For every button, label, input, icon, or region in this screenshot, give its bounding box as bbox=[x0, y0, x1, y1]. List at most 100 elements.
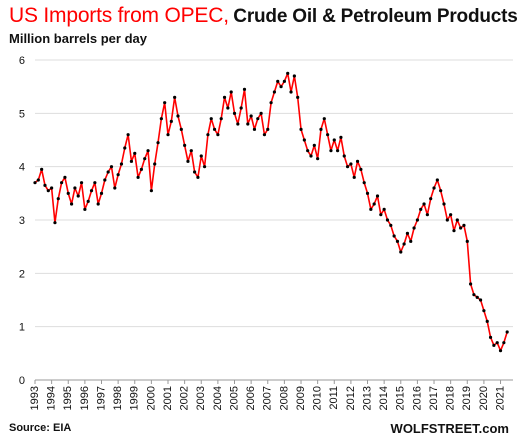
data-point bbox=[286, 71, 290, 75]
data-point bbox=[189, 149, 193, 153]
data-point bbox=[342, 154, 346, 158]
data-point bbox=[262, 133, 267, 137]
x-tick-label: 1995 bbox=[62, 386, 74, 410]
data-point bbox=[209, 117, 213, 121]
data-point bbox=[462, 223, 466, 227]
data-point bbox=[289, 90, 293, 94]
data-point bbox=[422, 202, 426, 206]
data-point bbox=[256, 117, 260, 121]
data-point bbox=[385, 218, 390, 222]
x-tick-label: 1996 bbox=[79, 386, 91, 410]
x-tick-label: 2002 bbox=[179, 386, 191, 410]
data-point bbox=[139, 167, 144, 171]
data-point bbox=[279, 85, 283, 89]
data-point bbox=[432, 186, 436, 190]
data-point bbox=[99, 191, 104, 195]
data-point bbox=[488, 335, 493, 339]
data-point bbox=[246, 122, 250, 126]
x-tick-label: 2020 bbox=[478, 386, 490, 410]
data-point bbox=[372, 202, 376, 206]
data-point bbox=[196, 175, 200, 179]
data-point bbox=[402, 242, 406, 246]
x-tick-label: 2014 bbox=[378, 386, 390, 410]
data-point bbox=[395, 239, 400, 243]
data-point bbox=[113, 186, 117, 190]
data-point bbox=[309, 154, 313, 158]
data-point bbox=[435, 178, 439, 182]
data-point bbox=[219, 117, 223, 121]
data-point bbox=[335, 149, 340, 153]
data-point bbox=[53, 221, 57, 225]
data-point bbox=[429, 197, 433, 201]
data-point bbox=[136, 175, 140, 179]
data-point bbox=[93, 181, 97, 185]
x-tick-label: 2012 bbox=[345, 386, 357, 410]
y-tick-label: 4 bbox=[19, 162, 25, 174]
data-point bbox=[126, 133, 130, 137]
data-point bbox=[349, 162, 353, 166]
data-point bbox=[156, 141, 160, 145]
data-point bbox=[405, 231, 410, 235]
data-point bbox=[236, 122, 240, 126]
data-point bbox=[475, 295, 479, 299]
data-point bbox=[109, 165, 114, 169]
data-point bbox=[193, 170, 197, 174]
y-axis-label: Million barrels per day bbox=[9, 31, 147, 46]
data-point bbox=[375, 194, 380, 198]
data-point bbox=[239, 106, 243, 110]
data-point bbox=[119, 162, 124, 166]
data-point bbox=[355, 159, 360, 163]
chart-title-subtitle: Crude Oil & Petroleum Products bbox=[233, 6, 518, 27]
data-point bbox=[362, 181, 366, 185]
x-tick-label: 2005 bbox=[228, 386, 240, 410]
data-point bbox=[40, 167, 44, 171]
x-tick-label: 1993 bbox=[29, 386, 41, 410]
data-point bbox=[412, 226, 416, 230]
x-tick-label: 2021 bbox=[494, 386, 506, 410]
data-point bbox=[379, 213, 383, 217]
brand-mark: WOLFSTREET.com bbox=[390, 421, 509, 436]
data-point bbox=[455, 218, 459, 222]
x-tick-label: 2000 bbox=[145, 386, 157, 410]
x-tick-label: 2004 bbox=[212, 386, 224, 410]
data-point bbox=[306, 149, 310, 153]
data-point bbox=[212, 127, 217, 131]
chart-title-main: US Imports from OPEC, bbox=[9, 4, 229, 27]
data-point bbox=[319, 127, 323, 131]
data-point bbox=[292, 74, 296, 78]
series-layer bbox=[33, 71, 509, 353]
data-point bbox=[276, 79, 280, 83]
data-point bbox=[60, 181, 64, 185]
y-tick-label: 2 bbox=[19, 268, 25, 280]
x-tick-label: 2016 bbox=[411, 386, 423, 410]
x-tick-label: 1997 bbox=[95, 386, 107, 410]
data-point bbox=[222, 95, 227, 99]
data-point bbox=[369, 207, 373, 211]
data-point bbox=[149, 189, 153, 193]
data-point bbox=[316, 157, 320, 161]
data-point bbox=[266, 127, 270, 131]
data-point bbox=[382, 207, 386, 211]
data-point bbox=[302, 138, 306, 142]
data-point bbox=[272, 90, 277, 94]
data-point bbox=[146, 149, 150, 153]
tick-label-layer: 0 1 2 3 4 5 6 1993 1994 1995 1996 1997 1998 1999 2000 2… bbox=[19, 55, 507, 410]
data-point bbox=[226, 106, 230, 110]
data-point bbox=[445, 218, 449, 222]
axis-layer bbox=[34, 379, 513, 384]
chart-title: US Imports from OPEC, Crude Oil & Petrol… bbox=[9, 4, 518, 28]
x-tick-label: 2003 bbox=[195, 386, 207, 410]
data-point bbox=[116, 173, 120, 177]
data-point bbox=[229, 90, 233, 94]
y-tick-label: 1 bbox=[19, 322, 25, 334]
data-point bbox=[329, 149, 333, 153]
data-point bbox=[495, 341, 499, 345]
data-point bbox=[332, 138, 336, 142]
x-tick-label: 2009 bbox=[295, 386, 307, 410]
data-point bbox=[33, 181, 37, 185]
data-point bbox=[399, 250, 403, 254]
data-point bbox=[242, 87, 247, 91]
data-point bbox=[36, 178, 40, 182]
data-point bbox=[166, 133, 170, 137]
